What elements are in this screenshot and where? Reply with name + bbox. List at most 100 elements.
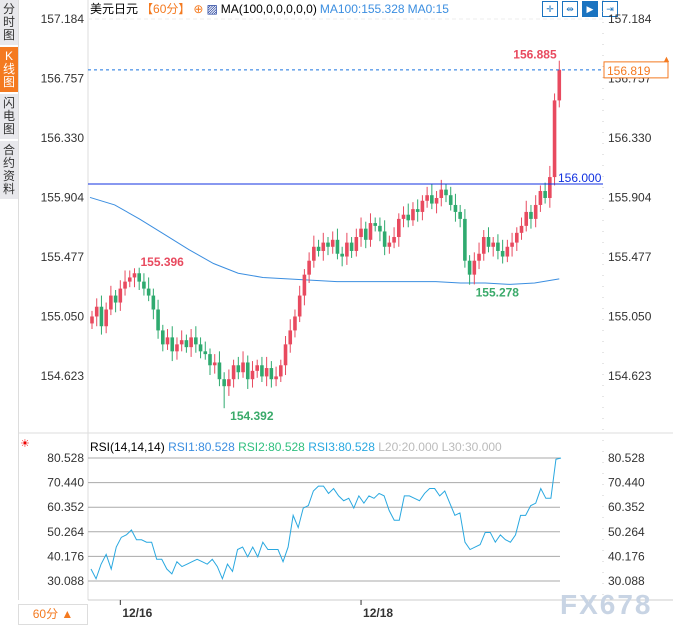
candle — [170, 337, 175, 352]
rsi-settings-icon[interactable]: ☀ — [20, 438, 30, 450]
price-tick-left: 157.184 — [41, 12, 85, 26]
candle — [529, 211, 533, 219]
candle — [236, 365, 241, 373]
candle — [505, 246, 510, 257]
l20-value: L20:20.000 — [378, 440, 439, 454]
candle — [283, 344, 288, 366]
candle — [302, 274, 307, 296]
candle — [415, 209, 420, 212]
candle — [538, 191, 543, 205]
candle — [255, 365, 259, 371]
candle — [279, 365, 283, 377]
candle — [227, 379, 231, 387]
candle — [203, 351, 208, 355]
candle — [392, 237, 396, 243]
candle — [486, 237, 491, 247]
current-price-box — [603, 61, 669, 79]
candle — [368, 223, 373, 240]
rsi2-value: RSI2:80.528 — [238, 440, 305, 454]
candle — [430, 195, 434, 204]
price-tick-left: 156.757 — [41, 72, 85, 86]
watermark: FX678 — [560, 589, 653, 620]
candle — [208, 354, 212, 366]
tab-kline[interactable]: K线图 — [0, 47, 18, 92]
tab-contract-info[interactable]: 合约资料 — [0, 141, 18, 199]
candle — [307, 260, 311, 275]
candle — [420, 200, 425, 212]
candle — [137, 273, 141, 282]
candle — [90, 316, 94, 324]
chart-toolbar: ✛ ⇹ ▶ ⇥ — [542, 1, 618, 17]
rsi-tick-left: 50.264 — [47, 525, 84, 539]
zoom-icon[interactable]: ▶ — [582, 1, 598, 17]
price-tick-left: 154.623 — [41, 369, 85, 383]
rsi-tick-right: 80.528 — [608, 451, 645, 465]
rsi-header: RSI(14,14,14) RSI1:80.528 RSI2:80.528 RS… — [90, 440, 502, 454]
rsi-tick-left: 40.176 — [47, 549, 84, 563]
horizontal-line-label: 156.000 — [558, 171, 602, 185]
candle — [434, 197, 439, 204]
candle — [510, 242, 514, 247]
candle — [543, 191, 547, 198]
fit-icon[interactable]: ⇹ — [562, 1, 578, 17]
rsi-tick-left: 70.440 — [47, 476, 84, 490]
candle — [184, 340, 189, 348]
candle — [132, 273, 137, 278]
candle — [312, 246, 316, 261]
scroll-end-icon[interactable]: ⇥ — [602, 1, 618, 17]
candle — [448, 195, 453, 205]
candle — [175, 344, 179, 352]
period-button[interactable]: 60分 ▲ — [18, 604, 88, 625]
crosshair-icon[interactable]: ✛ — [542, 1, 558, 17]
candle — [104, 309, 108, 327]
tab-timeshare[interactable]: 分时图 — [0, 0, 18, 45]
crosshair-toggle-icon[interactable]: ⊕ — [193, 2, 204, 16]
candle — [274, 376, 278, 380]
sidebar: 分时图 K线图 闪电图 合约资料 — [0, 0, 19, 600]
extreme-price-label: 154.392 — [230, 409, 274, 423]
candle — [387, 242, 392, 247]
candle — [373, 223, 377, 226]
period-label: 【60分】 — [141, 2, 191, 16]
candle — [179, 340, 184, 345]
rsi-name: RSI(14,14,14) — [90, 440, 165, 454]
tab-flash[interactable]: 闪电图 — [0, 94, 18, 139]
current-price-label: 156.819 — [607, 64, 651, 78]
candle — [340, 253, 344, 257]
x-tick-label: 12/18 — [363, 606, 393, 620]
candle — [548, 177, 552, 198]
candle — [269, 368, 274, 380]
indicator-icon[interactable]: ▨ — [206, 2, 218, 16]
price-alert-icon: ▲ — [662, 54, 671, 64]
candle — [491, 242, 495, 247]
candle — [326, 242, 330, 247]
price-tick-left: 155.050 — [41, 309, 85, 323]
candle — [194, 337, 198, 345]
l30-value: L30:30.000 — [441, 440, 502, 454]
candle — [477, 253, 481, 261]
x-tick-label: 12/16 — [122, 606, 152, 620]
candle — [515, 232, 519, 243]
price-tick-right: 154.623 — [608, 369, 652, 383]
candle — [123, 281, 127, 289]
candle — [378, 225, 382, 232]
candle — [156, 309, 160, 331]
price-tick-right: 157.184 — [608, 12, 652, 26]
candle — [557, 69, 562, 101]
candle — [467, 260, 472, 275]
candle — [397, 218, 401, 238]
candle — [127, 277, 132, 282]
price-tick-right: 155.477 — [608, 250, 652, 264]
symbol-name: 美元日元 — [90, 2, 139, 16]
rsi-line — [90, 457, 562, 581]
candle — [297, 295, 302, 317]
candle — [533, 204, 538, 219]
candle — [151, 295, 156, 310]
candle — [481, 237, 486, 254]
extreme-price-label: 155.278 — [476, 286, 520, 300]
candle — [250, 370, 255, 380]
candle — [524, 211, 529, 226]
candle — [198, 344, 203, 352]
ma100-value: MA100:155.328 — [319, 2, 405, 16]
